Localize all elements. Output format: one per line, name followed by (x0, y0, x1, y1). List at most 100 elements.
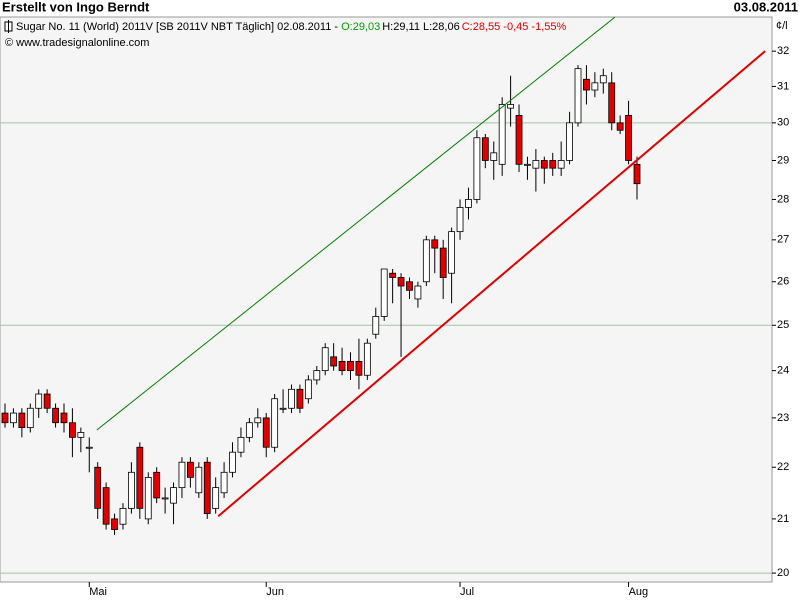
candle-body (363, 342, 371, 376)
y-tick-label: 28 (777, 193, 789, 205)
candle-body (566, 122, 573, 161)
y-tick-label: 31 (777, 80, 789, 92)
candle-body (304, 379, 312, 400)
candle-body (574, 68, 582, 124)
candle-body (406, 281, 413, 291)
trend-line (217, 50, 766, 518)
candle-body (271, 398, 279, 448)
candle-body (481, 137, 489, 161)
y-unit: ¢/l (776, 20, 788, 32)
trend-line (96, 17, 616, 431)
candle-body (262, 417, 270, 448)
candle-body (102, 487, 110, 525)
y-tick-label: 21 (777, 513, 789, 525)
candle-body (389, 272, 397, 278)
candle-body (161, 497, 169, 500)
x-tick-label: Mai (89, 586, 107, 598)
candle-body (524, 163, 531, 166)
y-tick-label: 22 (777, 461, 789, 473)
y-tick-label: 24 (777, 365, 789, 377)
date: 03.08.2011 (734, 0, 798, 14)
y-tick-label: 26 (777, 276, 789, 288)
y-tick-label: 27 (777, 234, 789, 246)
candle-body (203, 461, 211, 515)
author: Erstellt von Ingo Berndt (2, 0, 150, 14)
quote-high-low: H:29,11 L:28,06 (382, 21, 459, 33)
candle-body (119, 507, 127, 525)
candle-body (313, 370, 321, 381)
candle-body (355, 361, 363, 376)
candle-body (439, 247, 447, 278)
candle-body (60, 412, 68, 424)
candle-body (540, 160, 548, 169)
candle-body (10, 412, 17, 424)
candle-body (616, 122, 624, 131)
candle-body (625, 115, 632, 161)
candle-body (549, 160, 557, 169)
candle-body (26, 407, 34, 428)
y-tick-label: 32 (777, 45, 789, 57)
candle-body (229, 451, 236, 473)
candle-body (448, 231, 456, 274)
candle-body (431, 239, 439, 249)
candle-body (43, 393, 51, 409)
y-tick-label: 25 (777, 319, 789, 331)
y-tick-label: 30 (777, 117, 789, 129)
candle-body (347, 361, 354, 372)
candle-body (557, 160, 565, 169)
candle-body (127, 471, 135, 509)
candle-body (1, 412, 9, 424)
candle-body (633, 163, 641, 185)
candle-body (372, 316, 380, 335)
candle-body (465, 199, 472, 208)
candle-body (170, 487, 177, 504)
candle-body (490, 152, 498, 161)
candle-body (85, 446, 93, 449)
candle-body (338, 361, 346, 372)
candle-body (212, 487, 220, 509)
candle-body (52, 407, 59, 424)
candle-body (18, 412, 26, 428)
candle-body (237, 436, 245, 453)
quote-open: O:29,03 (341, 21, 380, 33)
candle-body (288, 388, 295, 409)
candle-body (591, 82, 599, 91)
candle-body (414, 285, 422, 300)
candle-body (220, 471, 228, 494)
candle-body (532, 160, 540, 169)
y-tick-label: 20 (777, 567, 789, 579)
candle-body (583, 78, 590, 91)
candle-body (69, 422, 76, 438)
candle-body (186, 461, 194, 478)
x-tick-label: Jul (460, 586, 474, 598)
candle-body (397, 277, 405, 287)
x-tick-label: Jun (266, 586, 284, 598)
candle-body (178, 461, 186, 489)
candle-body (456, 207, 464, 233)
candle-body (380, 268, 388, 317)
x-tick-label: Aug (629, 586, 649, 598)
candle-body (507, 104, 515, 109)
candle-body (599, 75, 607, 84)
candle-body (77, 432, 85, 438)
candle-body (498, 104, 506, 165)
source: © www.tradesignalonline.com (5, 37, 149, 49)
candle-body (254, 417, 262, 424)
candle-body (195, 466, 203, 494)
candle-body (422, 239, 430, 283)
candle-body (245, 422, 253, 438)
candle-body (296, 388, 304, 409)
quote-line: Sugar No. 11 (World) 2011V [SB 2011V NBT… (16, 21, 566, 33)
instrument: Sugar No. 11 (World) 2011V [SB 2011V NBT… (16, 21, 341, 33)
y-tick-label: 23 (777, 412, 789, 424)
candle-body (279, 407, 287, 410)
candle-body (94, 466, 102, 509)
candle-body (608, 82, 616, 124)
candle-body (515, 115, 523, 165)
candle-body (473, 137, 481, 200)
candle-body (321, 347, 329, 372)
candle-body (153, 471, 161, 499)
candle-body (136, 446, 144, 509)
